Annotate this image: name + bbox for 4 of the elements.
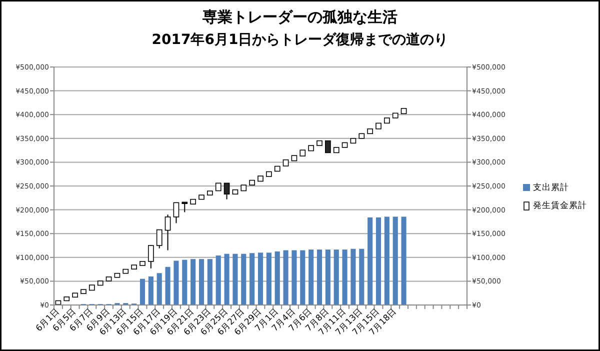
chart-subtitle: 2017年6月1日からトレーダ復帰までの道のり bbox=[152, 32, 448, 48]
chart-title: 専業トレーダーの孤独な生活 bbox=[202, 8, 398, 26]
legend-label: 発生賃金累計 bbox=[533, 200, 587, 211]
legend-label: 支出累計 bbox=[533, 182, 569, 193]
